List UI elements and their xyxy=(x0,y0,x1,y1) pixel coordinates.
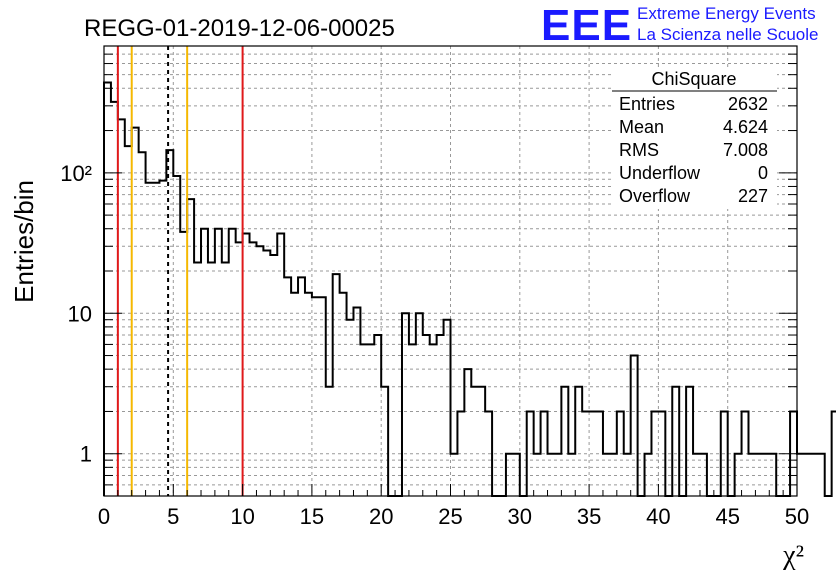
x-tick-label: 40 xyxy=(646,504,670,529)
stats-box: ChiSquare Entries 2632 Mean 4.624 RMS 7.008 Un… xyxy=(612,67,777,209)
y-tick-label: 10 xyxy=(68,301,92,326)
y-tick-label: 10² xyxy=(60,161,92,186)
x-tick-label: 35 xyxy=(577,504,601,529)
y-axis-title: Entries/bin xyxy=(9,180,39,303)
stats-value: 7.008 xyxy=(723,140,768,160)
reference-lines xyxy=(116,46,244,496)
x-tick-label: 0 xyxy=(98,504,110,529)
stats-label: RMS xyxy=(619,140,659,160)
stats-value: 227 xyxy=(738,186,768,206)
x-tick-label: 30 xyxy=(508,504,532,529)
histogram-bins xyxy=(103,81,836,497)
logo-line-2: La Scienza nelle Scuole xyxy=(637,25,818,44)
run-title: REGG-01-2019-12-06-00025 xyxy=(84,15,395,42)
x-tick-label: 25 xyxy=(438,504,462,529)
x-axis-title: χ² xyxy=(782,540,804,571)
histogram-outline xyxy=(103,81,836,497)
stats-label: Underflow xyxy=(619,163,701,183)
y-tick-label: 1 xyxy=(80,442,92,467)
stats-label: Mean xyxy=(619,117,664,137)
stats-box-title: ChiSquare xyxy=(651,69,736,89)
x-tick-label: 10 xyxy=(230,504,254,529)
stats-label: Overflow xyxy=(619,186,691,206)
stats-value: 0 xyxy=(758,163,768,183)
x-tick-label: 50 xyxy=(785,504,809,529)
stats-label: Entries xyxy=(619,94,675,114)
x-tick-label: 45 xyxy=(715,504,739,529)
stats-rows: Entries 2632 Mean 4.624 RMS 7.008 Underflow 0 Ov… xyxy=(619,94,768,206)
x-tick-label: 20 xyxy=(369,504,393,529)
stats-value: 2632 xyxy=(728,94,768,114)
x-tick-label: 5 xyxy=(167,504,179,529)
stats-value: 4.624 xyxy=(723,117,768,137)
eee-logo: EEE Extreme Energy Events La Scienza nel… xyxy=(541,1,818,50)
logo-line-1: Extreme Energy Events xyxy=(637,4,816,23)
x-tick-label: 15 xyxy=(300,504,324,529)
axis-ticks: 0 5 10 15 20 25 30 35 40 45 50 1 10 10² xyxy=(60,53,809,529)
eee-logo-mark: EEE xyxy=(541,1,632,50)
